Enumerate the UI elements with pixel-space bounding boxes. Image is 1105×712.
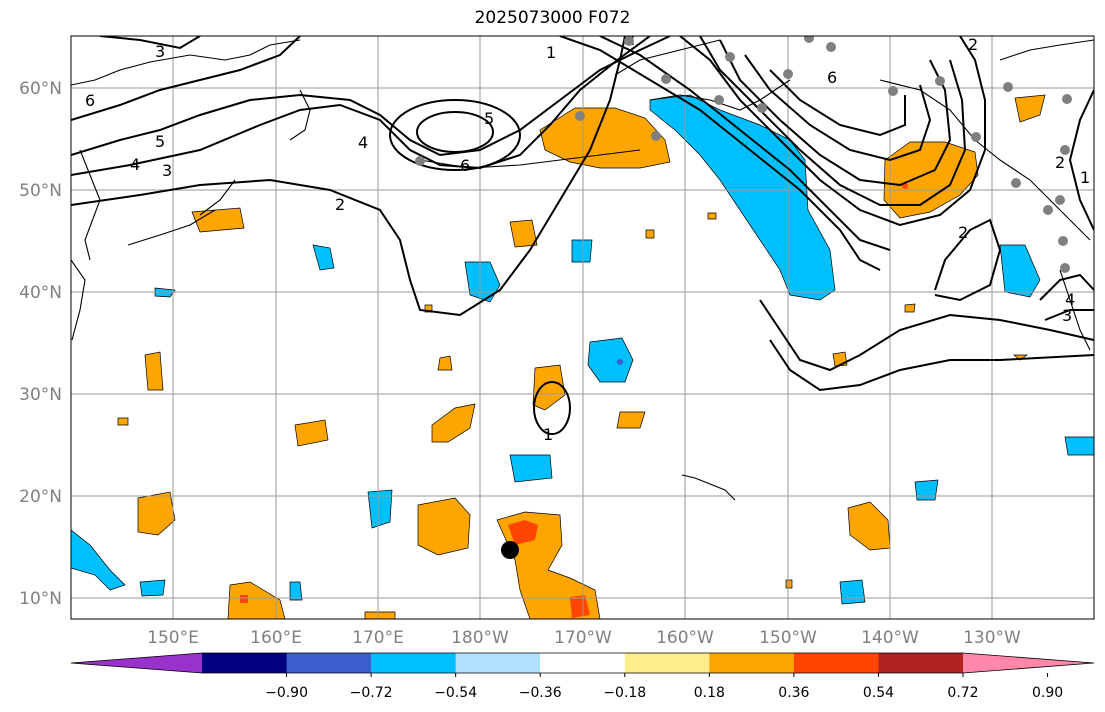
longitude-labels: 150°E 160°E 170°E 180°W 170°W 160°W 150°… [147,628,1021,648]
colorbar-segment [371,653,457,673]
lon-label: 170°W [554,628,612,648]
colorbar-tick-label: −0.18 [603,685,646,701]
contour-label: 1 [543,425,553,444]
colorbar-segment [878,653,964,673]
contour-label: 3 [155,42,165,61]
colorbar-segment [540,653,626,673]
lat-label: 60°N [19,79,62,99]
colorbar-tick-label: 0.54 [863,685,894,701]
contour-label: 3 [1062,306,1072,325]
lon-label: 150°W [759,628,817,648]
contour-label: 3 [162,161,172,180]
contour-label: 2 [958,223,968,242]
contour-label: 6 [827,68,837,87]
map-title: 2025073000 F072 [474,8,631,28]
colorbar-segment [624,653,710,673]
colorbar-extend-low [71,653,202,673]
station-markers [415,36,1072,273]
colorbar-tick-label: −0.72 [350,685,393,701]
lat-label: 20°N [19,487,62,507]
colorbar-segment [709,653,795,673]
colorbar-tick-label: −0.54 [434,685,477,701]
contour-label: 6 [85,91,95,110]
lat-label: 50°N [19,181,62,201]
contour-label: 4 [1065,290,1075,309]
pressure-contours [71,36,1094,435]
lon-label: 160°W [656,628,714,648]
latitude-labels: 60°N 50°N 40°N 30°N 20°N 10°N [19,79,62,609]
colorbar-tick-label: −0.36 [519,685,562,701]
colorbar-segment [202,653,288,673]
colorbar-segment [455,653,541,673]
colorbar-tick-label: −0.90 [265,685,308,701]
contour-label: 4 [358,133,368,152]
contour-label: 2 [1055,153,1065,172]
colorbar-tick-label: 0.36 [778,685,809,701]
lon-label: 140°W [861,628,919,648]
contour-label: 2 [335,195,345,214]
colorbar-tick-label: 0.72 [947,685,978,701]
lon-label: 170°E [352,628,404,648]
storm-center-marker [501,541,519,559]
colorbar-extend-high [963,653,1094,673]
graticule [71,36,1094,619]
lat-label: 30°N [19,385,62,405]
lon-label: 180°W [451,628,509,648]
colorbar: −0.90 −0.72 −0.54 −0.36 −0.18 0.18 0.36 0.54 0.7… [70,652,1095,701]
lon-label: 130°W [963,628,1021,648]
lat-label: 40°N [19,283,62,303]
contour-labels: 3 6 5 4 3 2 4 5 6 1 2 6 2 2 1 4 3 2 1 [85,35,1090,444]
contour-label: 6 [460,156,470,175]
contour-label: 1 [546,43,556,62]
colorbar-tick-label: 0.90 [1032,685,1063,701]
contour-label: 5 [155,132,165,151]
contour-label: 2 [968,35,978,54]
lon-label: 160°E [250,628,302,648]
colorbar-segment [793,653,879,673]
positive-anomaly-shading [117,94,1046,619]
map-frame [70,35,1095,620]
contour-label: 4 [130,155,140,174]
lon-label: 150°E [147,628,199,648]
colorbar-segment [286,653,372,673]
contour-label: 5 [484,109,494,128]
contour-label: 1 [1080,168,1090,187]
strong-anomaly-shading [240,183,908,618]
anomaly-core [617,359,623,365]
coastlines [71,39,1094,501]
colorbar-outline [70,652,1095,674]
lat-label: 10°N [19,589,62,609]
colorbar-tick-label: 0.18 [694,685,725,701]
